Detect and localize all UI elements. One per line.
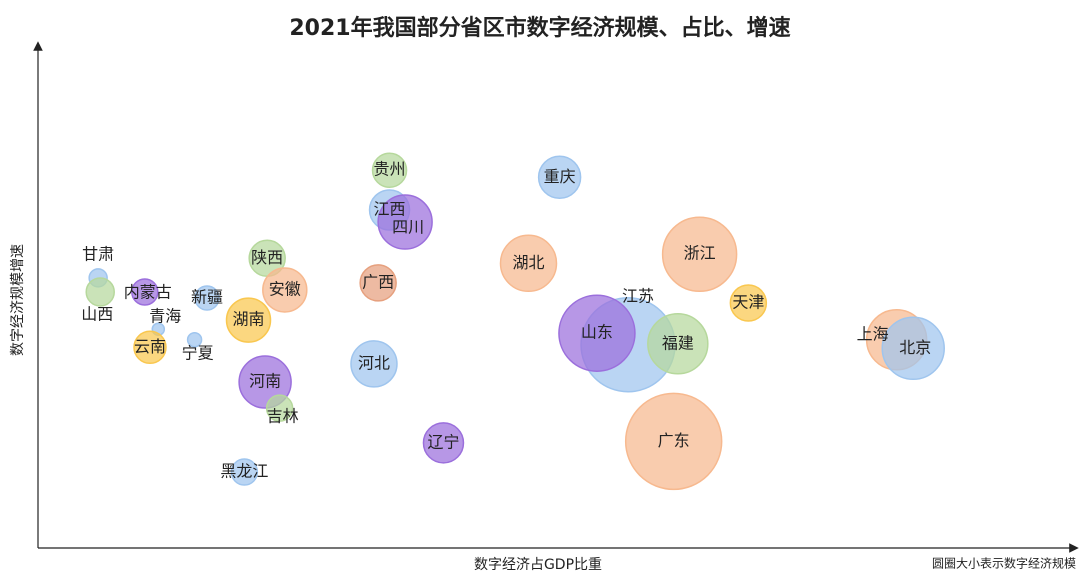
bubble-label: 湖南: [233, 310, 265, 329]
y-axis-label: 数字经济规模增速: [10, 244, 26, 356]
bubble-label: 宁夏: [182, 343, 214, 362]
bubble-label: 云南: [134, 337, 166, 356]
bubble-label: 陕西: [251, 248, 283, 267]
bubble-label: 江苏: [622, 286, 654, 305]
bubble-label: 内蒙古: [124, 282, 172, 301]
bubble-label: 新疆: [191, 288, 223, 307]
bubble-label: 河北: [358, 353, 390, 372]
chart: 2021年我国部分省区市数字经济规模、占比、增速 数字经济占GDP比重 数字经济…: [0, 0, 1080, 574]
bubble-label: 广西: [362, 272, 394, 291]
bubble-label: 广东: [658, 431, 690, 450]
bubble-label: 江西: [374, 199, 406, 218]
bubble-label: 河南: [249, 372, 281, 391]
bubble-label: 北京: [899, 338, 931, 357]
bubble-label: 贵州: [374, 160, 406, 179]
chart-title: 2021年我国部分省区市数字经济规模、占比、增速: [289, 15, 790, 41]
bubble-label: 四川: [392, 218, 424, 237]
bubble-label: 上海: [857, 324, 889, 343]
bubble-label: 福建: [662, 333, 694, 352]
bubbles: [86, 153, 944, 489]
plot-area: 甘肃山西内蒙古青海云南宁夏 新疆 陕西安徽湖南河南吉林黑龙江 贵州江西四川广西河北辽宁…: [81, 153, 944, 489]
bubble-label: 山西: [81, 304, 113, 323]
bubble-label: 青海: [149, 307, 181, 326]
bubble-label: 天津: [732, 293, 764, 312]
size-note: 圆圈大小表示数字经济规模: [932, 556, 1076, 571]
bubble-label: 山东: [581, 323, 613, 342]
bubble: [86, 278, 114, 306]
bubble-label: 吉林: [267, 407, 299, 426]
bubble-label: 黑龙江: [220, 462, 268, 481]
x-axis-label: 数字经济占GDP比重: [474, 557, 602, 573]
bubble-label: 辽宁: [427, 432, 459, 451]
bubble-label: 浙江: [684, 244, 716, 263]
bubble-label: 重庆: [544, 167, 576, 186]
bubble-label: 安徽: [269, 279, 301, 298]
bubble-label: 甘肃: [82, 244, 114, 263]
bubble-label: 湖北: [512, 253, 544, 272]
labels: 甘肃山西内蒙古青海云南宁夏 新疆 陕西安徽湖南河南吉林黑龙江 贵州江西四川广西河北辽宁…: [81, 160, 931, 481]
